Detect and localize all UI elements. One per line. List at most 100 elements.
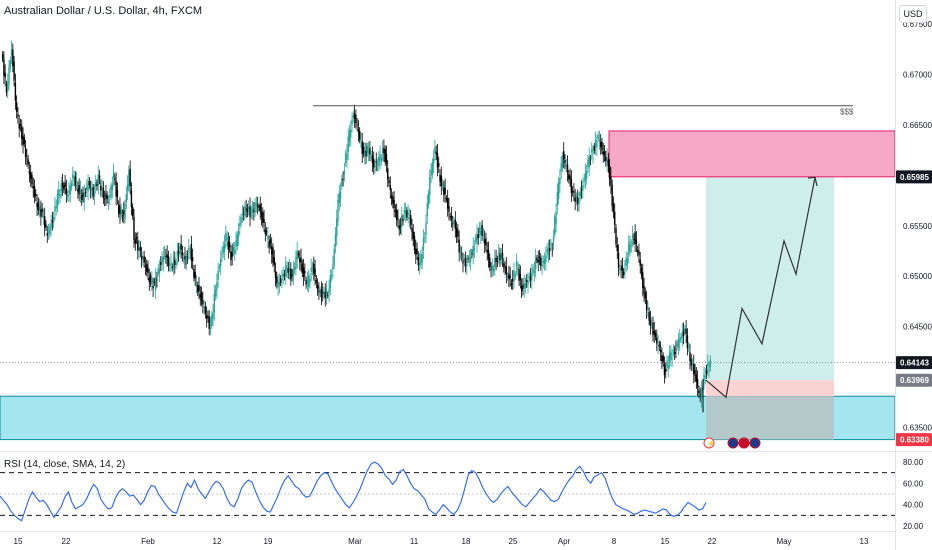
candle-body [412, 231, 414, 239]
candle-body [485, 238, 487, 246]
candle-body [111, 184, 114, 191]
candle-body [3, 59, 5, 76]
candle-body [452, 223, 454, 225]
candle-body [435, 151, 437, 154]
candle-body [114, 178, 116, 181]
candle-body [227, 241, 230, 250]
rsi-tick: 80.00 [903, 458, 924, 467]
candle-body [153, 281, 156, 283]
candle-body [480, 231, 482, 235]
candle-body [9, 60, 11, 69]
candle-body [552, 237, 555, 242]
candle-body [677, 340, 680, 348]
lightning-icon [703, 437, 715, 449]
time-tick: 19 [264, 537, 273, 546]
candle-body [628, 244, 630, 255]
candle-body [44, 216, 46, 228]
candle-body [205, 315, 208, 319]
candle-body [370, 155, 372, 157]
candle-body [319, 290, 321, 294]
candle-body [259, 204, 261, 212]
candle-body [198, 285, 200, 291]
candle-body [176, 251, 179, 257]
candle-body [226, 237, 228, 240]
candle-body [330, 274, 333, 276]
candle-body [401, 215, 403, 227]
candle-body [151, 279, 153, 283]
candle-body [531, 272, 533, 281]
candle-body [184, 255, 186, 260]
candle-body [78, 185, 80, 195]
candle-body [302, 267, 305, 277]
candle-body [421, 253, 423, 263]
candle-body [571, 191, 574, 192]
candle-body [333, 248, 335, 265]
candle-body [432, 158, 435, 165]
candle-body [100, 185, 102, 191]
currency-button[interactable]: USD [899, 5, 927, 23]
candle-body [621, 265, 624, 271]
candle-body [446, 197, 449, 209]
candle-body [327, 295, 329, 296]
candle-body [307, 275, 310, 287]
candle-body [625, 257, 627, 266]
candle-body [463, 259, 465, 262]
time-tick: 25 [509, 537, 518, 546]
candle-body [486, 249, 488, 253]
candle-body [467, 258, 469, 260]
symbol-title: Australian Dollar / U.S. Dollar, 4h, FXC… [4, 5, 203, 17]
candle-body [133, 216, 135, 240]
candle-body [487, 250, 490, 260]
candle-body [407, 212, 409, 216]
candle-body [694, 370, 696, 376]
candle-body [434, 147, 436, 153]
rsi-indicator-title[interactable]: RSI (14, close, SMA, 14, 2) [4, 459, 126, 470]
time-tick: 8 [612, 537, 617, 546]
candle-body [686, 335, 689, 349]
candle-body [28, 170, 31, 174]
candle-body [98, 175, 101, 179]
pane-separator[interactable] [0, 451, 932, 452]
candle-body [279, 278, 282, 283]
candle-body [156, 279, 158, 281]
candle-body [475, 237, 477, 241]
candle-body [668, 352, 671, 362]
candle-body [27, 159, 29, 165]
candle-body [503, 263, 505, 268]
candle-body [105, 193, 107, 198]
candle-body [293, 266, 296, 270]
candle-body [324, 291, 326, 298]
candle-body [415, 248, 417, 255]
candle-body [56, 193, 59, 208]
candle-body [696, 379, 699, 388]
candle-body [379, 153, 381, 161]
candle-body [605, 156, 607, 161]
candle-body [522, 284, 524, 289]
candle-body [35, 194, 37, 197]
candle-body [249, 206, 251, 218]
candle-body [162, 256, 165, 263]
candle-body [47, 231, 50, 233]
candle-body [395, 209, 398, 221]
candle-body [374, 166, 376, 167]
candle-body [60, 183, 62, 192]
candle-body [236, 234, 238, 247]
candle-body [332, 264, 334, 270]
candle-body [204, 306, 207, 314]
candle-body [691, 364, 694, 365]
candle-body [622, 271, 625, 275]
candle-body [322, 291, 324, 293]
candle-body [203, 306, 205, 308]
candle-body [50, 223, 52, 228]
candle-body [147, 267, 149, 274]
candle-body [373, 158, 375, 168]
candle-body [12, 49, 14, 67]
candle-body [687, 346, 690, 348]
candle-body [679, 337, 681, 343]
candle-body [436, 153, 439, 168]
price-label: 0.63969 [900, 376, 929, 385]
candle-body [580, 189, 583, 191]
price-axis-border [895, 0, 896, 550]
